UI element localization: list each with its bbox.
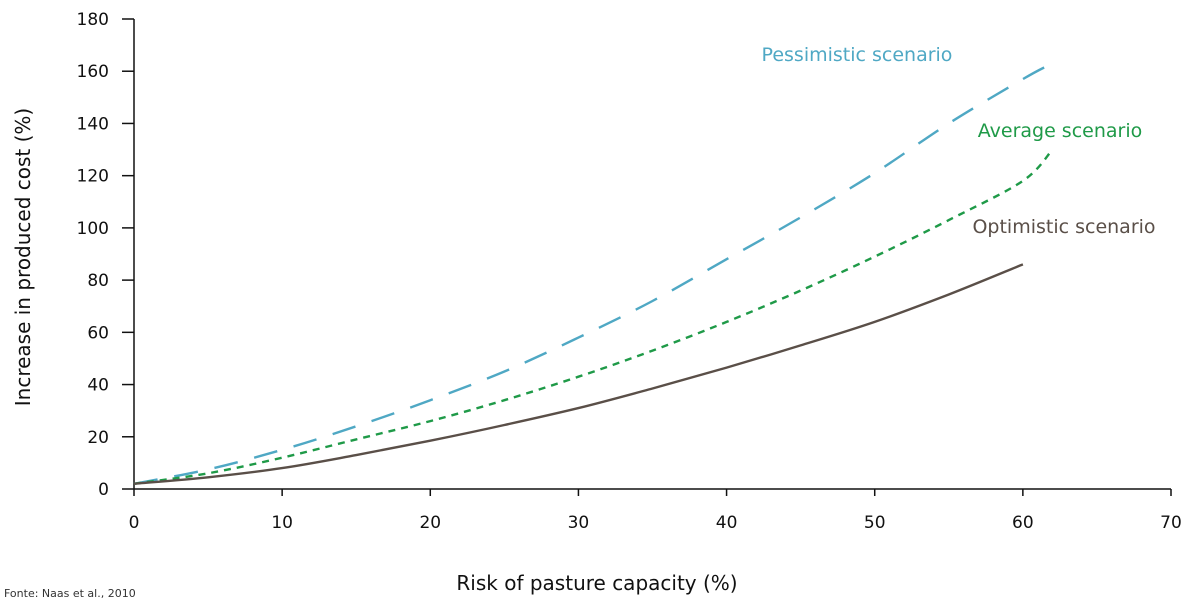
source-note: Fonte: Naas et al., 2010 bbox=[4, 587, 136, 598]
y-tick-label: 160 bbox=[77, 62, 109, 82]
y-tick-label: 120 bbox=[77, 167, 109, 187]
series-layer bbox=[133, 62, 1054, 485]
series-label-average-scenario: Average scenario bbox=[978, 120, 1143, 142]
y-tick-label: 0 bbox=[98, 480, 109, 500]
y-tick-label: 60 bbox=[87, 323, 109, 343]
x-tick-label: 60 bbox=[1012, 513, 1034, 533]
series-line-pessimistic-scenario bbox=[133, 62, 1054, 485]
y-tick-label: 20 bbox=[87, 428, 109, 448]
y-tick-label: 140 bbox=[77, 114, 109, 134]
axes: 0 10 20 30 40 50 60 70 0 20 40 60 80 100 120 140 160 180 bbox=[77, 10, 1182, 533]
x-tick-label: 70 bbox=[1160, 513, 1182, 533]
series-line-average-scenario bbox=[133, 148, 1054, 485]
x-tick-label: 0 bbox=[129, 513, 140, 533]
series-label-pessimistic-scenario: Pessimistic scenario bbox=[762, 44, 953, 66]
labels-layer: Pessimistic scenario Average scenario Opti… bbox=[762, 44, 1156, 238]
y-tick-label: 40 bbox=[87, 376, 109, 396]
x-tick-label: 20 bbox=[419, 513, 441, 533]
x-tick-label: 50 bbox=[864, 513, 886, 533]
y-tick-label: 80 bbox=[87, 271, 109, 291]
x-axis-title: Risk of pasture capacity (%) bbox=[456, 571, 737, 595]
y-tick-label: 100 bbox=[77, 219, 109, 239]
y-axis-title: Increase in produced cost (%) bbox=[11, 108, 35, 407]
x-tick-label: 40 bbox=[716, 513, 738, 533]
y-tick-label: 180 bbox=[77, 10, 109, 30]
series-line-optimistic-scenario bbox=[133, 263, 1024, 485]
series-label-optimistic-scenario: Optimistic scenario bbox=[972, 216, 1155, 238]
x-tick-label: 10 bbox=[271, 513, 293, 533]
x-tick-label: 30 bbox=[568, 513, 590, 533]
